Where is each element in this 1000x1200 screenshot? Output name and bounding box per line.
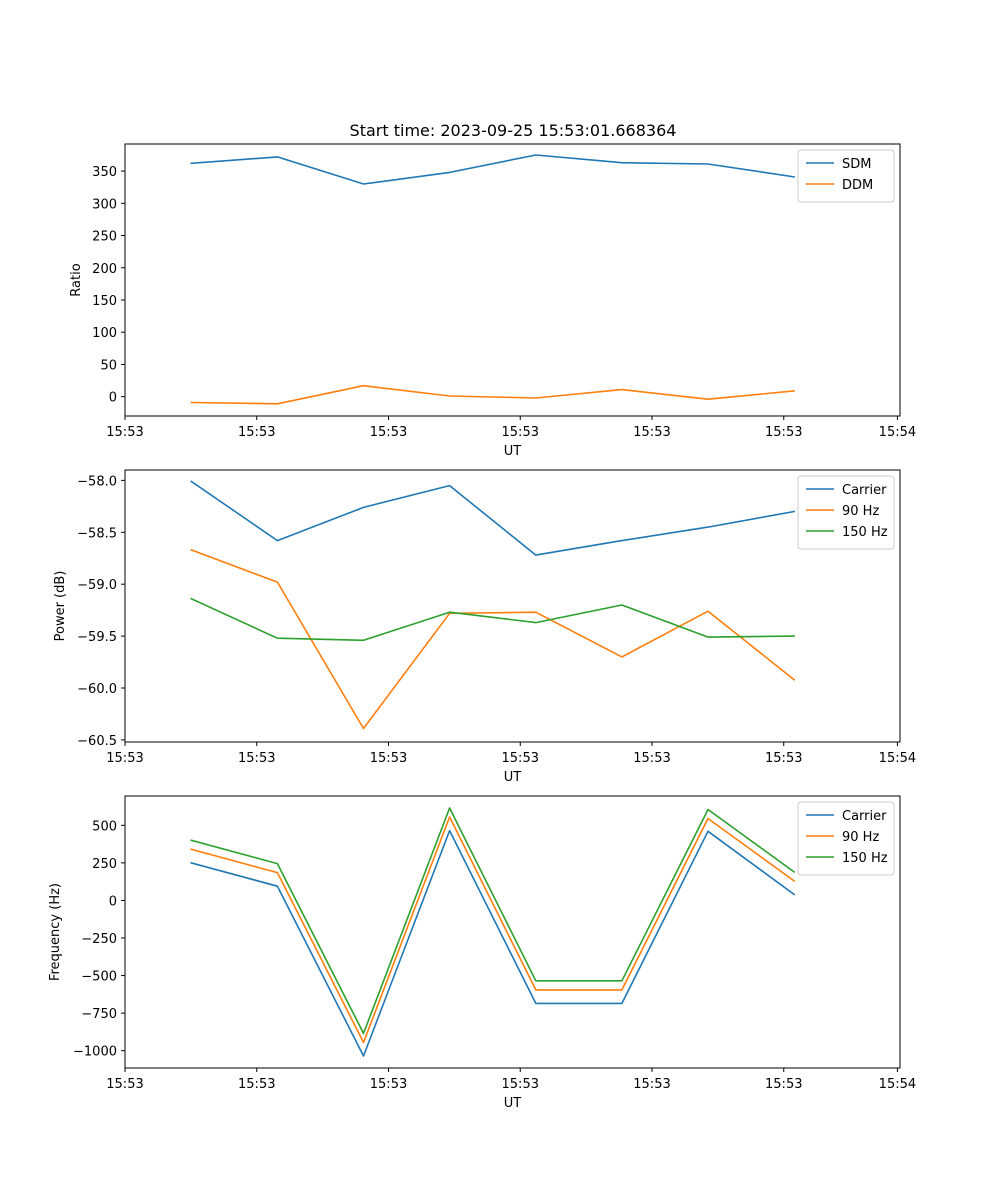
frequency-axes-frame	[124, 795, 901, 1069]
ratio-axes-frame	[124, 143, 901, 417]
frequency-y-tick-label: 250	[92, 857, 117, 872]
frequency-x-tick-label: 15:53	[370, 1077, 407, 1092]
ratio-series-sdm-line	[190, 154, 796, 185]
ratio-x-tick-label: 15:53	[370, 425, 407, 440]
frequency-x-axis-label: UT	[504, 1096, 522, 1111]
ratio-x-tick-label: 15:54	[879, 425, 916, 440]
frequency-legend-label-carrier: Carrier	[842, 809, 887, 824]
frequency-y-tick-label: −500	[81, 970, 117, 985]
ratio-x-axis-label: UT	[504, 444, 522, 459]
frequency-x-tick-label: 15:54	[879, 1077, 916, 1092]
frequency-y-tick-label: −750	[81, 1007, 117, 1022]
ratio-y-tick-label: 250	[92, 230, 117, 245]
ratio-x-tick-label: 15:53	[765, 425, 802, 440]
ratio-y-axis-label: Ratio	[69, 263, 84, 296]
ratio-y-tick-label: 350	[92, 165, 117, 180]
power-x-tick-label: 15:53	[238, 751, 275, 766]
power-x-tick-label: 15:53	[502, 751, 539, 766]
frequency-series-150-hz-line	[190, 807, 796, 1035]
frequency-legend-label-150-hz: 150 Hz	[842, 851, 888, 866]
ratio-x-tick-label: 15:53	[106, 425, 143, 440]
frequency-x-tick-label: 15:53	[238, 1077, 275, 1092]
frequency-series-carrier-line	[190, 829, 796, 1057]
power-y-axis-label: Power (dB)	[53, 571, 68, 642]
power-series-150-hz-line	[190, 597, 795, 642]
power-x-tick-label: 15:54	[879, 751, 916, 766]
power-legend-label-carrier: Carrier	[842, 483, 887, 498]
ratio-y-tick-label: 150	[92, 294, 117, 309]
frequency-y-axis-label: Frequency (Hz)	[48, 883, 63, 981]
ratio-legend-label-sdm: SDM	[842, 157, 871, 172]
power-y-tick-label: −60.0	[77, 682, 117, 697]
ratio-series-ddm-line	[190, 384, 795, 405]
frequency-x-tick-label: 15:53	[765, 1077, 802, 1092]
ratio-y-tick-label: 50	[100, 358, 117, 373]
frequency-y-tick-label: −250	[81, 932, 117, 947]
ratio-y-tick-label: 300	[92, 197, 117, 212]
power-x-tick-label: 15:53	[765, 751, 802, 766]
ratio-y-tick-label: 0	[109, 391, 117, 406]
power-x-tick-label: 15:53	[106, 751, 143, 766]
frequency-y-tick-label: −1000	[73, 1045, 117, 1060]
power-legend-label-150-hz: 150 Hz	[842, 525, 888, 540]
frequency-series-90-hz-line	[190, 816, 796, 1044]
power-legend-label-90-hz: 90 Hz	[842, 504, 879, 519]
ratio-x-tick-label: 15:53	[238, 425, 275, 440]
ratio-y-tick-label: 200	[92, 262, 117, 277]
ratio-y-tick-label: 100	[92, 326, 117, 341]
ratio-legend-label-ddm: DDM	[842, 178, 873, 193]
frequency-x-tick-label: 15:53	[106, 1077, 143, 1092]
ratio-panel: 15:53 15:53 15:53 15:53 15:53 15:53 15:54 0 50 10…	[69, 143, 916, 459]
power-y-tick-label: −59.5	[77, 630, 117, 645]
power-x-tick-label: 15:53	[633, 751, 670, 766]
power-x-axis-label: UT	[504, 770, 522, 785]
ratio-x-tick-label: 15:53	[502, 425, 539, 440]
frequency-x-tick-label: 15:53	[502, 1077, 539, 1092]
frequency-y-tick-label: 0	[109, 894, 117, 909]
power-y-tick-label: −59.0	[77, 578, 117, 593]
ratio-x-tick-label: 15:53	[633, 425, 670, 440]
figure-title: Start time: 2023-09-25 15:53:01.668364	[350, 121, 677, 140]
power-series-90-hz-line	[190, 548, 796, 730]
frequency-legend-label-90-hz: 90 Hz	[842, 830, 879, 845]
power-series-carrier-line	[190, 480, 796, 556]
power-x-tick-label: 15:53	[370, 751, 407, 766]
power-axes-frame	[124, 469, 901, 743]
power-panel: 15:53 15:53 15:53 15:53 15:53 15:53 15:54 −58.0…	[53, 469, 916, 785]
frequency-panel: 15:53 15:53 15:53 15:53 15:53 15:53 15:54 500 25…	[48, 795, 916, 1111]
frequency-x-tick-label: 15:53	[633, 1077, 670, 1092]
power-y-tick-label: −58.0	[77, 474, 117, 489]
power-y-tick-label: −58.5	[77, 526, 117, 541]
frequency-y-tick-label: 500	[92, 819, 117, 834]
power-y-tick-label: −60.5	[77, 734, 117, 749]
